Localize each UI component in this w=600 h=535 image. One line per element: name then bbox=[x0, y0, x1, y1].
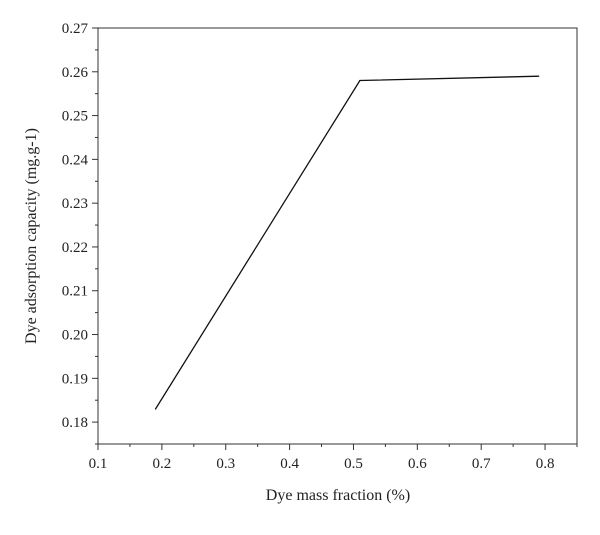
x-tick-label: 0.5 bbox=[344, 456, 363, 472]
plot-frame bbox=[97, 27, 578, 445]
y-tick-label: 0.23 bbox=[62, 196, 88, 212]
y-tick-label: 0.19 bbox=[62, 371, 88, 387]
x-tick-label: 0.4 bbox=[280, 456, 299, 472]
y-tick-label: 0.26 bbox=[62, 65, 89, 81]
x-tick-label: 0.6 bbox=[408, 456, 427, 472]
y-axis-title: Dye adsorption capacity (mg.g-1) bbox=[23, 128, 40, 344]
data-point bbox=[538, 75, 540, 77]
y-tick-label: 0.20 bbox=[62, 328, 88, 344]
y-tick-label: 0.21 bbox=[62, 284, 88, 300]
y-tick-label: 0.25 bbox=[62, 109, 88, 125]
data-point bbox=[359, 79, 361, 82]
x-tick-label: 0.7 bbox=[472, 456, 491, 472]
y-tick-label: 0.27 bbox=[62, 21, 89, 37]
x-tick-label: 0.3 bbox=[216, 456, 235, 472]
y-tick-label: 0.22 bbox=[62, 240, 88, 256]
y-tick-label: 0.18 bbox=[62, 415, 88, 431]
series-line bbox=[154, 75, 539, 410]
x-tick-label: 0.2 bbox=[152, 456, 171, 472]
x-tick-label: 0.8 bbox=[536, 456, 555, 472]
x-tick-label: 0.1 bbox=[89, 456, 108, 472]
x-axis-title: Dye mass fraction (%) bbox=[266, 487, 410, 504]
data-point bbox=[154, 408, 157, 410]
y-tick-label: 0.24 bbox=[62, 152, 89, 168]
